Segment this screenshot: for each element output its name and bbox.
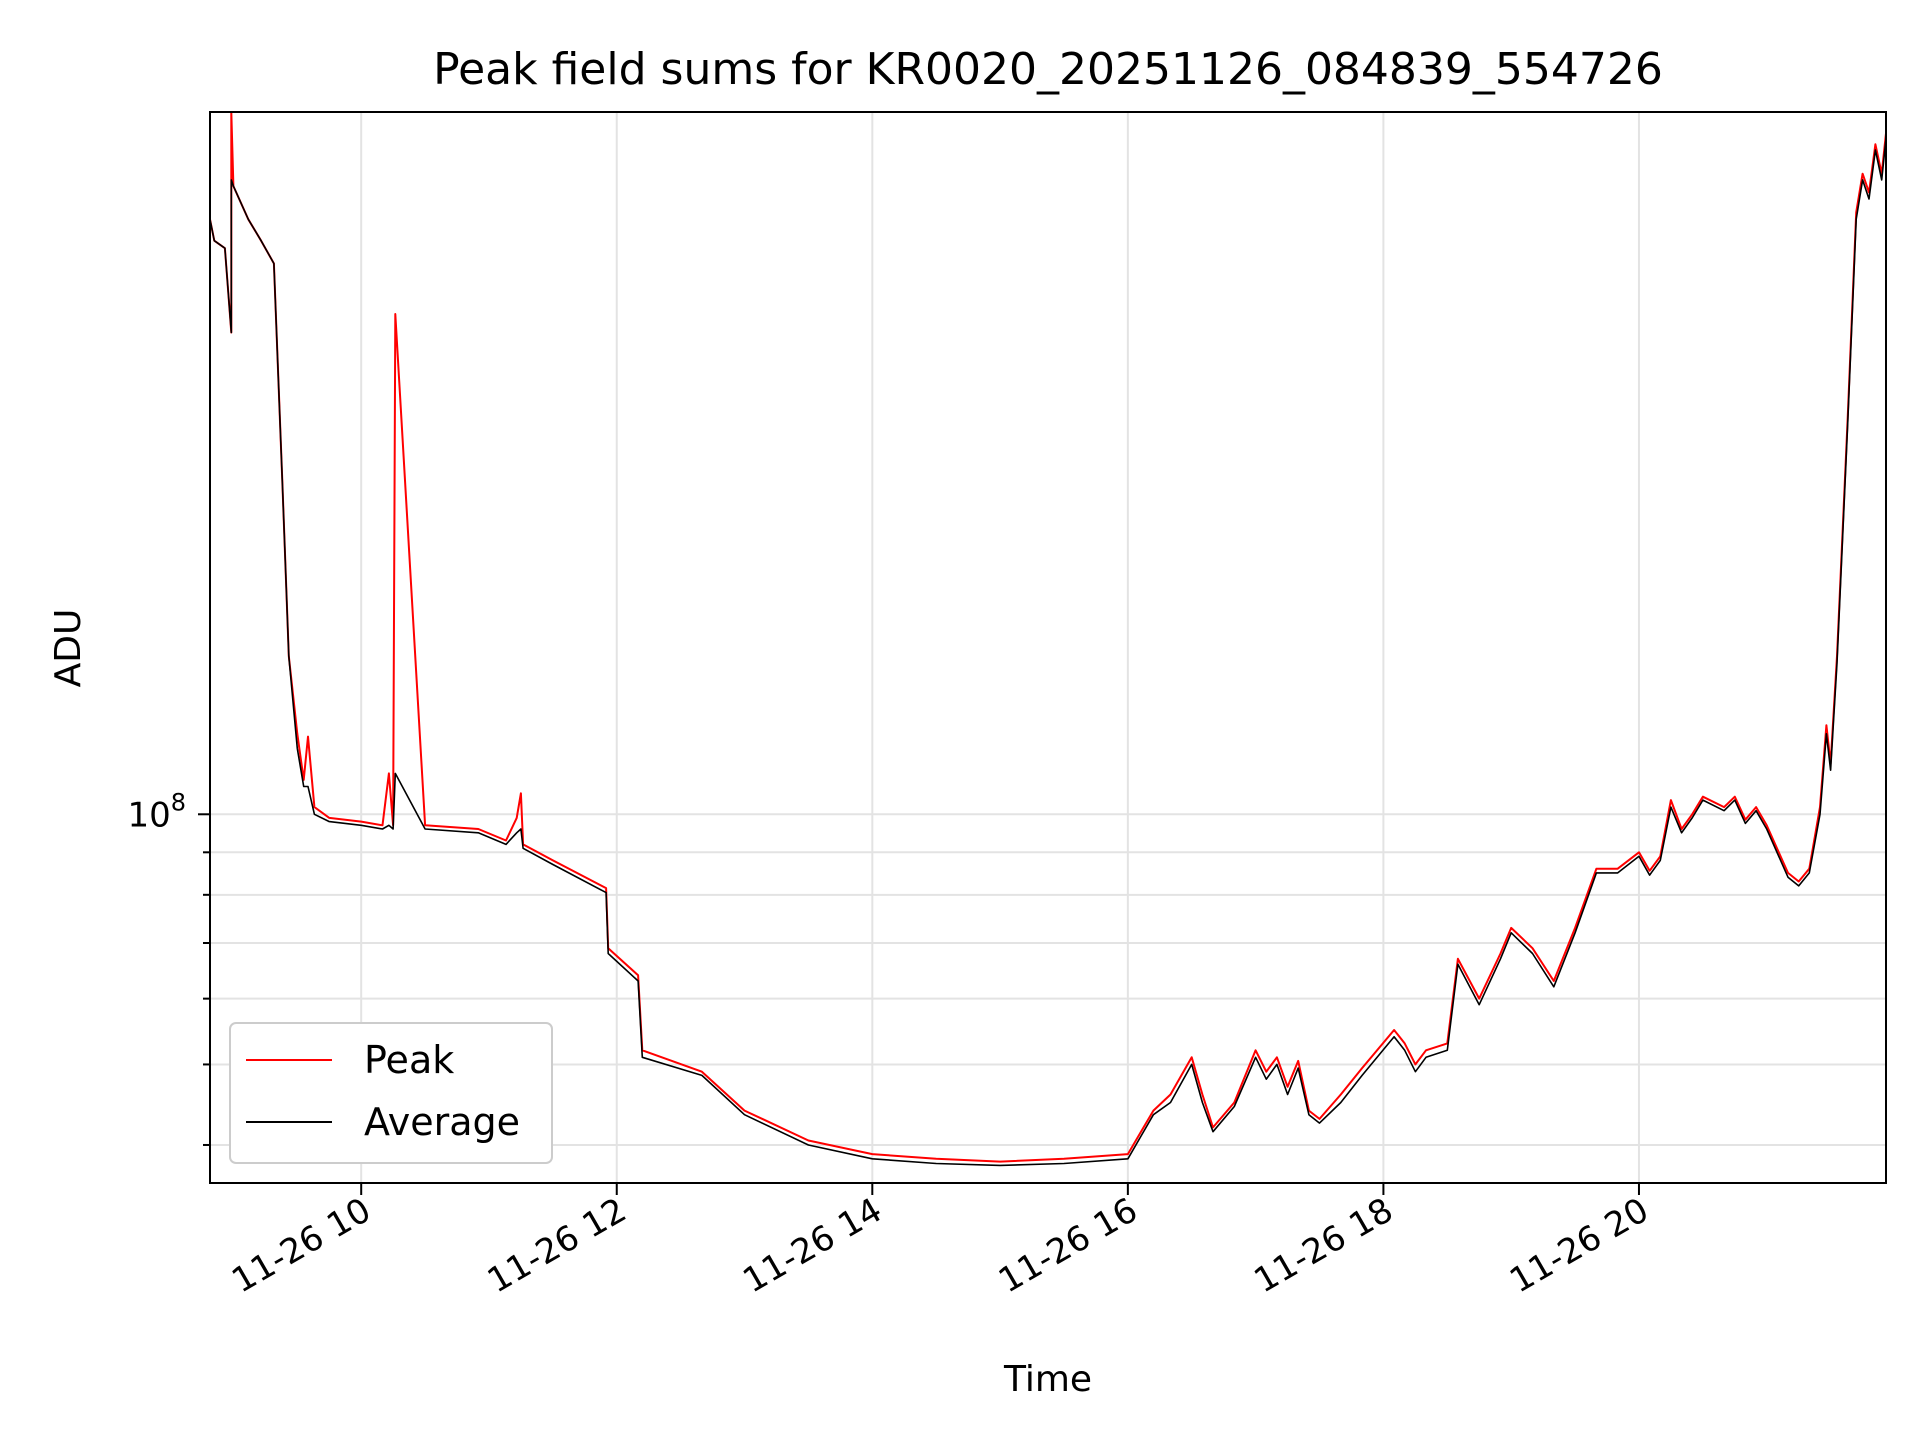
- legend-box: [229, 1022, 553, 1164]
- chart-title: Peak field sums for KR0020_20251126_0848…: [433, 44, 1663, 95]
- series-lines: [209, 111, 1887, 1167]
- legend-label-average: Average: [364, 1100, 520, 1144]
- y-axis-label: ADU: [48, 609, 89, 688]
- plot-frame: [209, 111, 1887, 1184]
- series-line-average: [209, 138, 1887, 1167]
- legend-label-peak: Peak: [364, 1038, 454, 1082]
- x-axis-label: Time: [1003, 1359, 1092, 1400]
- y-tick-label: 108: [127, 788, 186, 835]
- legend: Peak Average: [229, 1022, 553, 1164]
- series-line-peak: [209, 111, 1887, 1163]
